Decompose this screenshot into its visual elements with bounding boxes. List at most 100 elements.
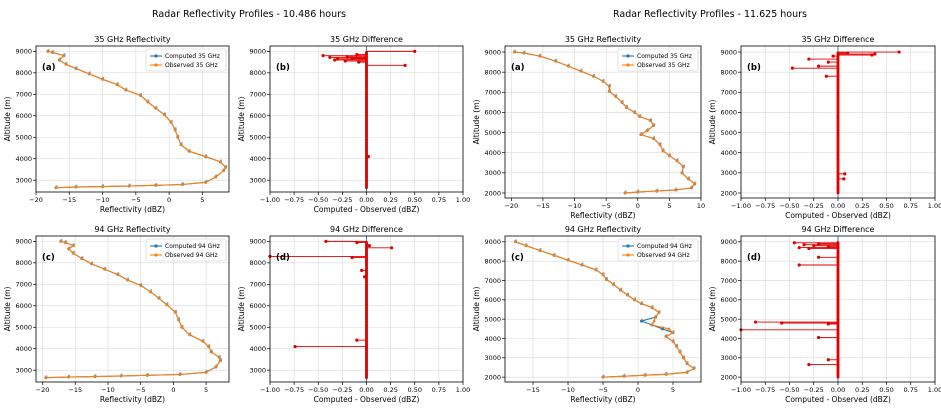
y-tick-label: 7000 bbox=[249, 91, 266, 99]
observed-point bbox=[652, 319, 656, 323]
legend: Computed 94 GHz Observed 94 GHz bbox=[145, 238, 227, 262]
y-tick-label: 5000 bbox=[720, 315, 737, 323]
overlap-point bbox=[146, 372, 149, 375]
panel-tag: (b) bbox=[747, 63, 761, 73]
x-axis-label: Reflectivity (dBZ) bbox=[100, 395, 165, 404]
legend-marker bbox=[154, 63, 158, 67]
difference-point bbox=[355, 240, 359, 245]
overlap-point bbox=[581, 262, 584, 265]
y-tick-label: 9000 bbox=[15, 238, 32, 246]
x-tick-label: 0.50 bbox=[408, 386, 422, 394]
x-tick-label: 0 bbox=[636, 386, 640, 394]
plot-frame bbox=[35, 235, 230, 383]
overlap-point bbox=[693, 365, 696, 369]
overlap-point bbox=[55, 185, 58, 188]
overlap-point bbox=[686, 361, 689, 364]
y-tick-label: 3000 bbox=[720, 354, 737, 362]
difference-point bbox=[389, 246, 394, 250]
panel-title: 94 GHz Difference bbox=[802, 225, 875, 234]
difference-point bbox=[790, 66, 795, 70]
difference-point bbox=[842, 177, 846, 181]
y-tick-label: 4000 bbox=[484, 149, 501, 157]
y-tick-label: 7000 bbox=[720, 277, 737, 285]
legend-entry: Computed 94 GHz bbox=[637, 243, 692, 250]
legend-entry: Observed 35 GHz bbox=[165, 62, 218, 69]
y-tick-label: 2000 bbox=[720, 189, 737, 197]
overlap-point bbox=[525, 243, 528, 246]
overlap-point bbox=[602, 78, 605, 81]
y-tick-label: 7000 bbox=[484, 277, 501, 285]
x-tick-label: −0.50 bbox=[780, 202, 800, 210]
legend-marker bbox=[626, 63, 630, 67]
x-tick-label: −1.00 bbox=[731, 202, 751, 210]
difference-point bbox=[826, 322, 830, 326]
overlap-point bbox=[659, 142, 662, 145]
y-tick-label: 5000 bbox=[15, 134, 32, 142]
x-tick-label: 0.50 bbox=[879, 386, 893, 394]
overlap-point bbox=[125, 87, 128, 90]
overlap-point bbox=[180, 142, 183, 145]
legend-box bbox=[617, 238, 699, 262]
overlap-point bbox=[602, 272, 605, 275]
x-tick-label: −0.75 bbox=[755, 202, 775, 210]
difference-point bbox=[293, 344, 297, 349]
suptitle-1: Radar Reflectivity Profiles - 10.486 hou… bbox=[152, 9, 346, 20]
overlap-point bbox=[45, 375, 48, 378]
plot-frame bbox=[504, 45, 702, 199]
x-tick-label: −0.25 bbox=[804, 202, 824, 210]
x-tick-label: 1.00 bbox=[928, 386, 941, 394]
y-tick-label: 4000 bbox=[720, 149, 737, 157]
plot-frame bbox=[740, 235, 936, 383]
overlap-point bbox=[694, 181, 697, 184]
overlap-point bbox=[47, 48, 50, 51]
difference-point bbox=[817, 335, 821, 340]
overlap-point bbox=[640, 131, 643, 135]
x-axis-label: Reflectivity (dBZ) bbox=[100, 205, 165, 214]
panel-tag: (a) bbox=[511, 63, 525, 73]
x-tick-label: 5 bbox=[204, 386, 208, 394]
overlap-point bbox=[634, 297, 637, 300]
difference-point bbox=[797, 263, 801, 267]
y-tick-label: 4000 bbox=[249, 345, 266, 353]
difference-point bbox=[797, 246, 801, 250]
overlap-point bbox=[608, 88, 612, 91]
observed-series-line bbox=[47, 50, 227, 189]
x-tick-label: −20 bbox=[36, 386, 50, 394]
difference-point bbox=[367, 244, 371, 248]
x-tick-label: −1.00 bbox=[260, 196, 280, 204]
y-tick-label: 3000 bbox=[249, 176, 266, 184]
x-tick-label: 0 bbox=[167, 196, 171, 204]
y-tick-label: 8000 bbox=[720, 68, 737, 76]
overlap-point bbox=[218, 354, 221, 357]
overlap-point bbox=[72, 243, 75, 246]
x-tick-label: −15 bbox=[526, 386, 540, 394]
x-tick-label: 0.75 bbox=[904, 386, 918, 394]
overlap-point bbox=[580, 68, 583, 71]
y-tick-label: 9000 bbox=[484, 48, 501, 56]
y-tick-label: 2000 bbox=[484, 373, 501, 381]
y-axis-label: Altitude (m) bbox=[3, 97, 12, 142]
y-tick-label: 5000 bbox=[249, 324, 266, 332]
difference-point bbox=[360, 268, 364, 272]
y-tick-label: 9000 bbox=[249, 238, 266, 246]
difference-point bbox=[350, 56, 354, 60]
y-tick-label: 2000 bbox=[484, 189, 501, 197]
y-tick-label: 5000 bbox=[15, 324, 32, 332]
panel-4: −1.00 −0.75 −0.50 −0.25 0.00 0.25 0.50 0.75 1.00… bbox=[237, 225, 470, 404]
difference-point bbox=[812, 244, 816, 248]
overlap-point bbox=[155, 182, 158, 185]
overlap-point bbox=[653, 136, 656, 139]
y-tick-label: 9000 bbox=[720, 238, 737, 246]
overlap-point bbox=[163, 112, 167, 115]
x-axis-label: Computed - Observed (dBZ) bbox=[314, 205, 420, 214]
overlap-point bbox=[606, 276, 609, 280]
plot-frame bbox=[269, 235, 464, 383]
overlap-point bbox=[656, 188, 659, 191]
y-tick-label: 6000 bbox=[249, 302, 266, 310]
y-tick-label: 8000 bbox=[484, 257, 501, 265]
x-tick-label: 0.00 bbox=[359, 386, 373, 394]
difference-point bbox=[831, 54, 835, 58]
overlap-point bbox=[687, 176, 691, 179]
y-tick-label: 4000 bbox=[249, 155, 266, 163]
overlap-point bbox=[613, 281, 616, 284]
